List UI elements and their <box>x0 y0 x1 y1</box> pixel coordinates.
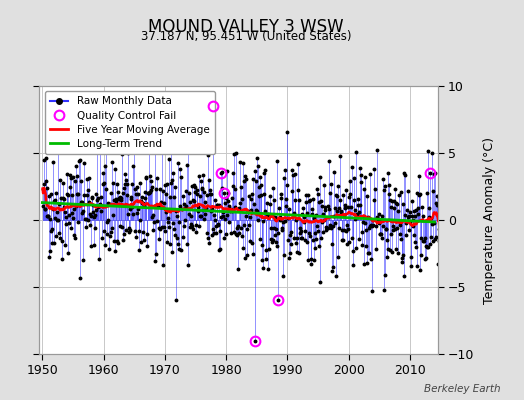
Text: Berkeley Earth: Berkeley Earth <box>424 384 500 394</box>
Legend: Raw Monthly Data, Quality Control Fail, Five Year Moving Average, Long-Term Tren: Raw Monthly Data, Quality Control Fail, … <box>45 91 215 154</box>
Text: 37.187 N, 95.451 W (United States): 37.187 N, 95.451 W (United States) <box>141 30 352 43</box>
Y-axis label: Temperature Anomaly (°C): Temperature Anomaly (°C) <box>483 136 496 304</box>
Text: MOUND VALLEY 3 WSW: MOUND VALLEY 3 WSW <box>148 18 344 36</box>
